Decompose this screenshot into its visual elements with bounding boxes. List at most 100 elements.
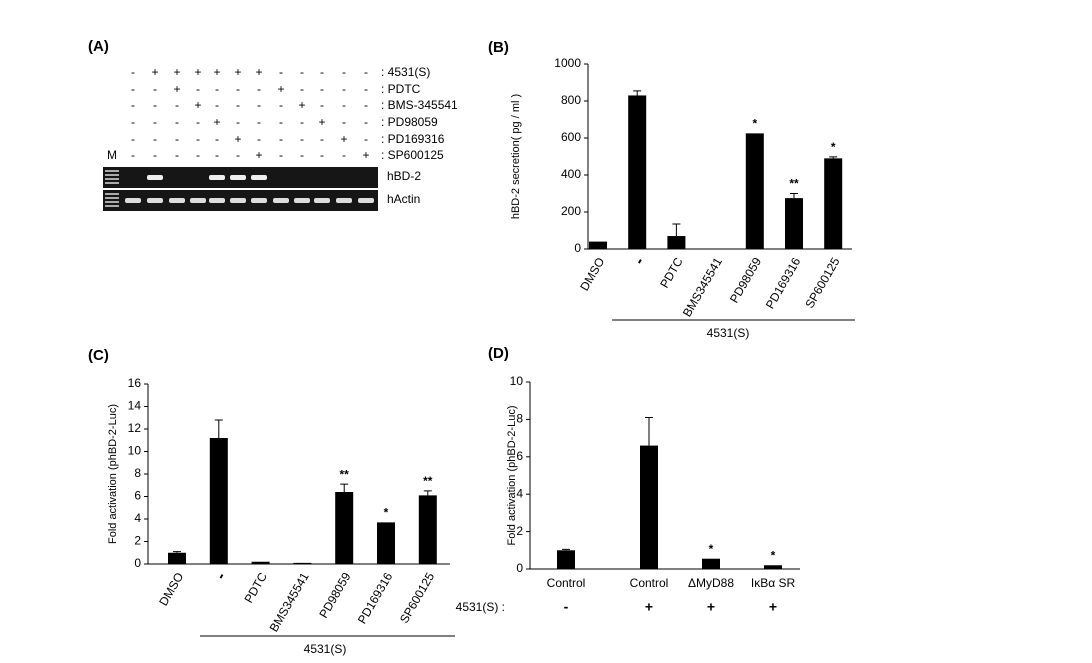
sign: +	[340, 132, 347, 146]
ladder-band	[105, 170, 119, 172]
sign: -	[320, 82, 324, 96]
x-tick-label: PD98059	[727, 255, 764, 306]
sign: -	[215, 148, 219, 162]
bar	[377, 522, 395, 564]
y-tick-label: 14	[128, 399, 142, 413]
band	[314, 198, 330, 203]
y-tick-label: 4	[134, 511, 141, 525]
sign: -	[342, 98, 346, 112]
group-label: 4531(S)	[707, 326, 750, 340]
y-tick-label: 8	[516, 412, 523, 426]
sign: -	[175, 148, 179, 162]
band	[209, 198, 225, 203]
x-tick-label: SP600125	[802, 255, 842, 311]
sign: +	[255, 148, 262, 162]
sign: -	[236, 82, 240, 96]
bar	[640, 445, 658, 569]
sign: -	[320, 132, 324, 146]
x-tick-label: PD169316	[355, 570, 396, 626]
panel-label: (A)	[88, 38, 109, 55]
sign: +	[213, 65, 220, 79]
sign: -	[196, 82, 200, 96]
marker-label: M	[107, 148, 117, 162]
sign: -	[257, 132, 261, 146]
sign: +	[318, 115, 325, 129]
y-tick-label: 400	[561, 167, 581, 181]
sign: -	[364, 132, 368, 146]
sign: -	[257, 82, 261, 96]
sign: +	[213, 115, 220, 129]
y-tick-label: 12	[128, 421, 142, 435]
y-tick-label: 800	[561, 93, 581, 107]
significance: *	[831, 140, 836, 154]
y-axis-label: hBD-2 secretion( pg / ml )	[510, 94, 522, 219]
y-tick-label: 4	[516, 486, 523, 500]
bar	[418, 495, 437, 564]
band	[251, 198, 267, 203]
x-tick-label: DMSO	[577, 255, 607, 293]
sign: -	[153, 98, 157, 112]
sign: -	[196, 148, 200, 162]
band	[169, 198, 185, 203]
treatment-sign: +	[645, 599, 653, 615]
row-label: : PD98059	[381, 115, 438, 129]
group-label: 4531(S)	[304, 642, 347, 656]
bar	[335, 492, 354, 564]
ladder-band	[105, 178, 119, 180]
x-tick-label: -	[631, 255, 648, 268]
sign: -	[153, 148, 157, 162]
row-label: : PDTC	[381, 82, 421, 96]
y-tick-label: 0	[134, 556, 141, 570]
error-bar	[562, 548, 570, 551]
sign: -	[320, 65, 324, 79]
sign: -	[279, 98, 283, 112]
sign: -	[300, 115, 304, 129]
sign: -	[153, 132, 157, 146]
sign: -	[364, 115, 368, 129]
sign: -	[131, 115, 135, 129]
bar	[209, 438, 228, 564]
y-axis-label: Fold activation (phBD-2-Luc)	[107, 404, 119, 544]
bar	[745, 133, 764, 249]
band	[336, 198, 352, 203]
sign: +	[173, 82, 180, 96]
band	[273, 198, 289, 203]
sign: +	[234, 132, 241, 146]
sign: -	[153, 82, 157, 96]
y-tick-label: 6	[516, 449, 523, 463]
ladder-band	[105, 174, 119, 176]
ladder-band	[105, 182, 119, 184]
sign: +	[298, 98, 305, 112]
significance: **	[789, 177, 799, 191]
significance: *	[771, 548, 776, 562]
sign: +	[234, 65, 241, 79]
error-bar	[173, 551, 181, 553]
sign: -	[300, 65, 304, 79]
bar	[764, 565, 782, 569]
significance: **	[340, 467, 350, 481]
band	[251, 175, 267, 180]
band	[125, 198, 141, 203]
band	[294, 198, 310, 203]
sign: -	[131, 132, 135, 146]
sign: +	[194, 65, 201, 79]
sign: +	[194, 98, 201, 112]
bar	[251, 561, 270, 564]
bar	[293, 562, 312, 564]
sign: -	[196, 132, 200, 146]
y-tick-label: 1000	[554, 56, 581, 70]
error-bar	[423, 490, 432, 496]
band	[230, 175, 246, 180]
significance: **	[423, 474, 433, 488]
sign: -	[215, 132, 219, 146]
x-tick-label: BMS345541	[267, 570, 312, 634]
row-label: : BMS-345541	[381, 98, 458, 112]
bar	[557, 550, 575, 569]
sign: -	[279, 132, 283, 146]
y-tick-label: 200	[561, 204, 581, 218]
sign: -	[131, 82, 135, 96]
sign: +	[362, 148, 369, 162]
sign: -	[236, 98, 240, 112]
y-tick-label: 0	[516, 561, 523, 575]
x-tick-label: SP600125	[397, 570, 437, 626]
